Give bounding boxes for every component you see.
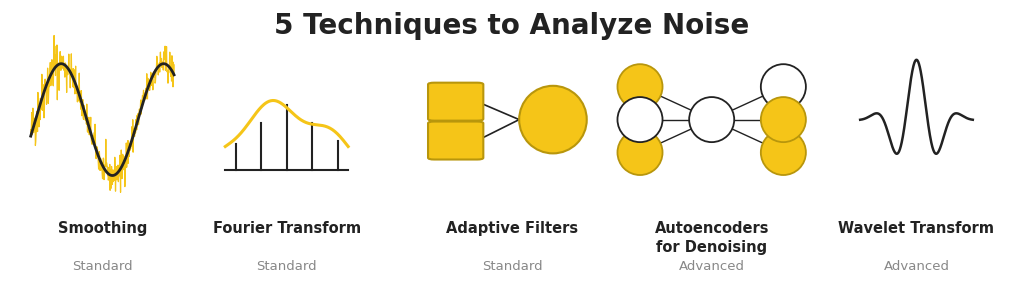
Ellipse shape <box>617 97 663 142</box>
Text: Fourier Transform: Fourier Transform <box>213 221 360 236</box>
Text: Smoothing: Smoothing <box>57 221 147 236</box>
Ellipse shape <box>519 86 587 153</box>
Ellipse shape <box>761 130 806 175</box>
Text: Adaptive Filters: Adaptive Filters <box>445 221 579 236</box>
Text: Standard: Standard <box>72 260 133 273</box>
FancyBboxPatch shape <box>428 83 483 121</box>
Text: Advanced: Advanced <box>679 260 744 273</box>
FancyBboxPatch shape <box>428 121 483 159</box>
Text: Autoencoders
for Denoising: Autoencoders for Denoising <box>654 221 769 255</box>
Ellipse shape <box>761 64 806 109</box>
Ellipse shape <box>761 97 806 142</box>
Text: Advanced: Advanced <box>884 260 949 273</box>
Ellipse shape <box>617 130 663 175</box>
Text: Standard: Standard <box>481 260 543 273</box>
Text: 5 Techniques to Analyze Noise: 5 Techniques to Analyze Noise <box>274 12 750 40</box>
Text: Standard: Standard <box>256 260 317 273</box>
Ellipse shape <box>617 64 663 109</box>
Text: Wavelet Transform: Wavelet Transform <box>839 221 994 236</box>
Ellipse shape <box>689 97 734 142</box>
